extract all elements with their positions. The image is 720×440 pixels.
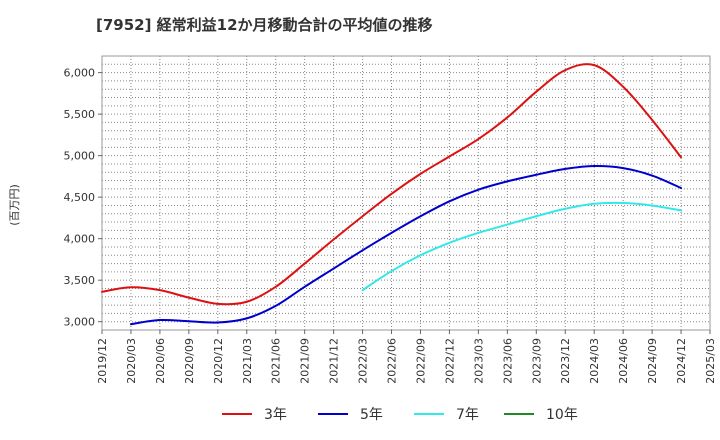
x-tick-label: 2024/03 — [588, 338, 601, 384]
series-line-0 — [101, 63, 683, 306]
series-layer — [101, 63, 683, 326]
y-tick-label: 6,000 — [64, 67, 96, 80]
x-tick-label: 2024/06 — [617, 338, 630, 384]
x-axis-ticks: 2019/12 2020/03 2020/06 2020/09 2020/12 2021/… — [96, 330, 717, 384]
grid — [101, 55, 711, 330]
y-tick-label: 4,500 — [64, 191, 96, 204]
x-tick-label: 2022/06 — [386, 338, 399, 384]
x-tick-label: 2022/09 — [414, 338, 427, 384]
y-tick-label: 3,500 — [64, 274, 96, 287]
y-tick-label: 3,000 — [64, 316, 96, 329]
y-tick-label: 4,000 — [64, 233, 96, 246]
x-tick-label: 2023/09 — [530, 338, 543, 384]
legend-label: 10年 — [546, 407, 578, 423]
x-tick-label: 2021/06 — [270, 338, 283, 384]
x-tick-label: 2022/03 — [357, 338, 370, 384]
x-tick-label: 2020/06 — [154, 338, 167, 384]
x-tick-label: 2023/06 — [501, 338, 514, 384]
x-tick-label: 2021/12 — [328, 338, 341, 384]
y-axis-ticks: 3,000 3,500 4,000 4,500 5,000 5,500 6,000 — [64, 67, 102, 329]
y-axis-label: (百万円) — [8, 184, 21, 226]
x-tick-label: 2021/03 — [241, 338, 254, 384]
x-tick-label: 2020/09 — [183, 338, 196, 384]
plot-area-frame — [101, 55, 711, 331]
x-tick-label: 2023/12 — [559, 338, 572, 384]
series-line-1 — [129, 165, 683, 326]
x-tick-label: 2025/03 — [704, 338, 717, 384]
y-tick-label: 5,500 — [64, 108, 96, 121]
series-line-2 — [361, 201, 683, 292]
x-tick-label: 2020/12 — [212, 338, 225, 384]
legend-label: 5年 — [360, 407, 383, 423]
x-tick-label: 2023/03 — [472, 338, 485, 384]
x-tick-label: 2022/12 — [443, 338, 456, 384]
chart-title: [7952] 経常利益12か月移動合計の平均値の推移 — [96, 16, 433, 34]
x-tick-label: 2021/09 — [299, 338, 312, 384]
x-tick-label: 2024/12 — [675, 338, 688, 384]
x-tick-label: 2020/03 — [125, 338, 138, 384]
x-tick-label: 2024/09 — [646, 338, 659, 384]
legend-label: 7年 — [456, 407, 479, 423]
y-tick-label: 5,000 — [64, 150, 96, 163]
legend: 3年 5年 7年 10年 — [222, 407, 578, 423]
legend-label: 3年 — [264, 407, 287, 423]
x-tick-label: 2019/12 — [96, 338, 109, 384]
